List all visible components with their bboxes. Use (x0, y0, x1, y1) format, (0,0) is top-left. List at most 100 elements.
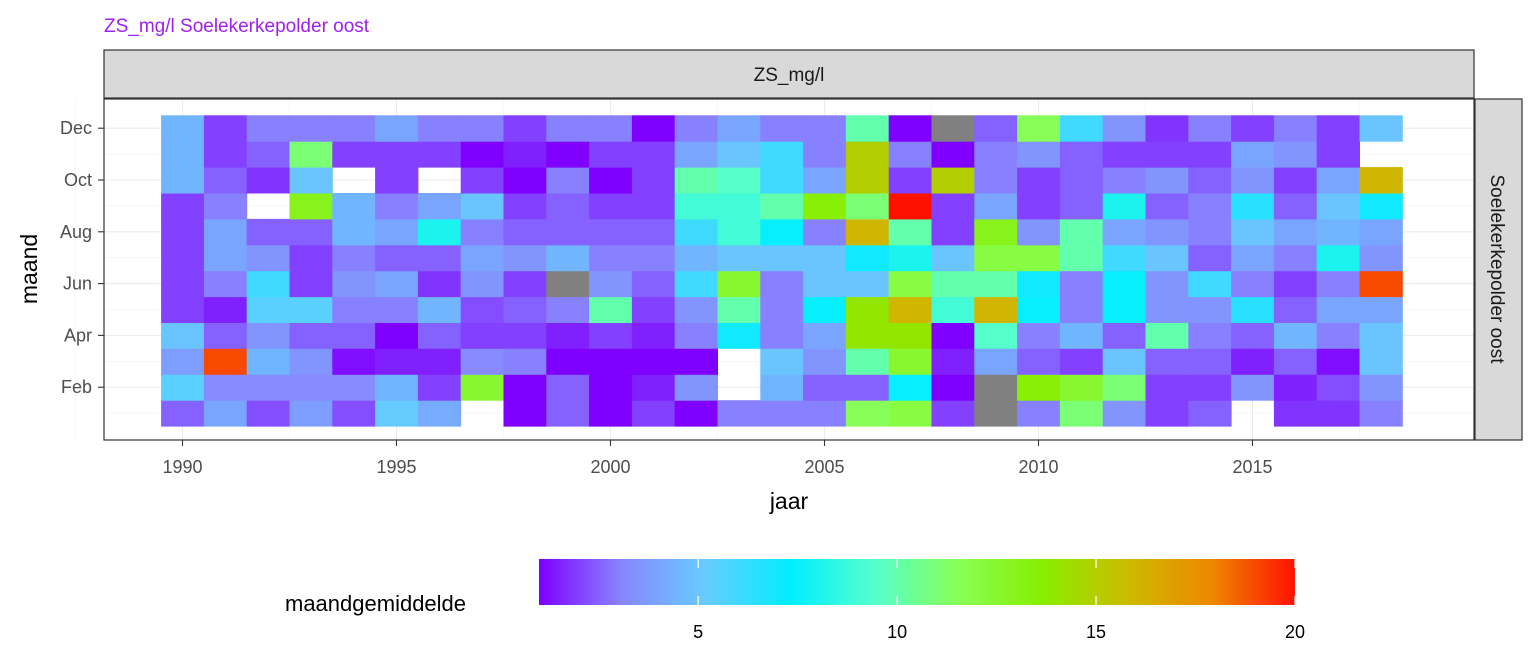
heatmap-cell (674, 244, 718, 272)
heatmap-cell (460, 141, 504, 168)
heatmap-cell (246, 218, 290, 246)
heatmap-cell (803, 244, 847, 272)
heatmap-cell (375, 374, 419, 401)
facet-strip-top (103, 49, 1475, 99)
heatmap-cell (1017, 115, 1061, 142)
heatmap-cell (974, 193, 1018, 220)
heatmap-cell (161, 400, 205, 427)
heatmap-cell (161, 296, 205, 323)
heatmap-cell (1188, 296, 1232, 323)
heatmap-cell (417, 374, 462, 401)
heatmap-cell (631, 167, 676, 194)
heatmap-cell (460, 218, 504, 246)
heatmap-cell (845, 270, 890, 298)
heatmap-cell (974, 348, 1018, 375)
heatmap-cell (332, 400, 376, 427)
heatmap-cell (589, 296, 633, 323)
heatmap-cell (1359, 400, 1403, 427)
heatmap-cell (503, 167, 547, 194)
heatmap-cell (1102, 400, 1146, 427)
heatmap-cell (1102, 296, 1146, 323)
heatmap-cell (674, 218, 718, 246)
heatmap-cell (332, 374, 376, 401)
heatmap-cell (1059, 244, 1104, 272)
heatmap-cell (546, 270, 590, 298)
heatmap-cell (717, 218, 761, 246)
heatmap-cell (460, 193, 504, 220)
heatmap-cell (546, 244, 590, 272)
y-tick-label: Jun (63, 274, 92, 294)
heatmap-cell (1231, 218, 1275, 246)
heatmap-cell (1059, 115, 1104, 142)
heatmap-cell (674, 167, 718, 194)
heatmap-cell (1102, 374, 1146, 401)
heatmap-cell (845, 244, 890, 272)
heatmap-cell (717, 400, 761, 427)
facet-strip-right-label: Soelekerkepolder oost (1486, 174, 1507, 364)
heatmap-cell (974, 141, 1018, 168)
heatmap-cell (1273, 374, 1318, 401)
legend-tick-label: 15 (1086, 622, 1106, 642)
y-axis: Feb Apr Jun Aug Oct Dec (60, 118, 104, 397)
heatmap-cell (1316, 244, 1360, 272)
heatmap-cell (1316, 296, 1360, 323)
heatmap-cell (1102, 270, 1146, 298)
heatmap-cell (203, 244, 248, 272)
heatmap-cell (1102, 244, 1146, 272)
heatmap-cell (1231, 141, 1275, 168)
heatmap-cell (1231, 270, 1275, 298)
heatmap-cell (1273, 270, 1318, 298)
heatmap-cell (289, 141, 333, 168)
heatmap-cell (417, 270, 462, 298)
heatmap-cell (1316, 218, 1360, 246)
heatmap-cell (717, 115, 761, 142)
heatmap-cell (203, 322, 248, 349)
x-tick-label: 2005 (804, 457, 844, 477)
heatmap-cell (1102, 218, 1146, 246)
x-axis: 1990 1995 2000 2005 2010 2015 (162, 440, 1273, 477)
heatmap-cell (1359, 270, 1403, 298)
heatmap-cell (246, 244, 290, 272)
heatmap-cell (203, 400, 248, 427)
y-tick-label: Apr (64, 325, 92, 345)
heatmap-cell (1273, 322, 1318, 349)
heatmap-cell (589, 244, 633, 272)
heatmap-cell (803, 374, 847, 401)
plot-panel-border (103, 98, 1475, 441)
heatmap-cell (674, 322, 718, 349)
heatmap-cell (417, 115, 462, 142)
heatmap-cell (1017, 400, 1061, 427)
heatmap-cell (845, 218, 890, 246)
heatmap-cell (803, 193, 847, 220)
heatmap-cell (1017, 167, 1061, 194)
heatmap-cell (289, 348, 333, 375)
heatmap-cell (845, 141, 890, 168)
heatmap-cell (674, 400, 718, 427)
heatmap-cell (717, 244, 761, 272)
heatmap-cell (674, 115, 718, 142)
heatmap-cell (503, 115, 547, 142)
heatmap-cell (289, 244, 333, 272)
heatmap-cell (1231, 296, 1275, 323)
heatmap-cell (803, 115, 847, 142)
heatmap-cell (888, 167, 932, 194)
heatmap-cell (546, 218, 590, 246)
heatmap-cell (417, 400, 462, 427)
heatmap-cell (460, 115, 504, 142)
heatmap-cell (589, 400, 633, 427)
heatmap-cell (1145, 348, 1189, 375)
heatmap-cell (888, 270, 932, 298)
heatmap-cell (417, 296, 462, 323)
heatmap-cell (375, 244, 419, 272)
heatmap-cell (888, 244, 932, 272)
heatmap-cell (546, 400, 590, 427)
heatmap-cell (1273, 193, 1318, 220)
heatmap-cell (760, 296, 804, 323)
heatmap-cell (931, 244, 975, 272)
heatmap-cell (203, 167, 248, 194)
heatmap-cell (803, 141, 847, 168)
x-tick-label: 1990 (162, 457, 202, 477)
heatmap-cell (631, 218, 676, 246)
heatmap-cell (717, 296, 761, 323)
heatmap-cell (931, 348, 975, 375)
